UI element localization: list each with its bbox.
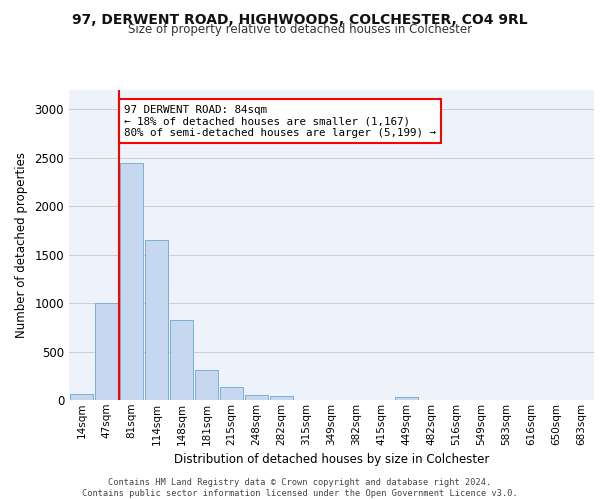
- Bar: [145, 240, 168, 400]
- Bar: [395, 396, 418, 400]
- Text: Contains HM Land Registry data © Crown copyright and database right 2024.
Contai: Contains HM Land Registry data © Crown c…: [82, 478, 518, 498]
- Bar: [170, 320, 193, 400]
- Bar: [70, 394, 93, 400]
- Bar: [120, 162, 143, 400]
- Text: 97 DERWENT ROAD: 84sqm
← 18% of detached houses are smaller (1,167)
80% of semi-: 97 DERWENT ROAD: 84sqm ← 18% of detached…: [124, 104, 436, 138]
- Bar: [245, 394, 268, 400]
- Y-axis label: Number of detached properties: Number of detached properties: [14, 152, 28, 338]
- Bar: [95, 303, 118, 400]
- Bar: [220, 388, 243, 400]
- X-axis label: Distribution of detached houses by size in Colchester: Distribution of detached houses by size …: [174, 453, 489, 466]
- Text: Size of property relative to detached houses in Colchester: Size of property relative to detached ho…: [128, 22, 472, 36]
- Text: 97, DERWENT ROAD, HIGHWOODS, COLCHESTER, CO4 9RL: 97, DERWENT ROAD, HIGHWOODS, COLCHESTER,…: [72, 12, 528, 26]
- Bar: [195, 370, 218, 400]
- Bar: [270, 396, 293, 400]
